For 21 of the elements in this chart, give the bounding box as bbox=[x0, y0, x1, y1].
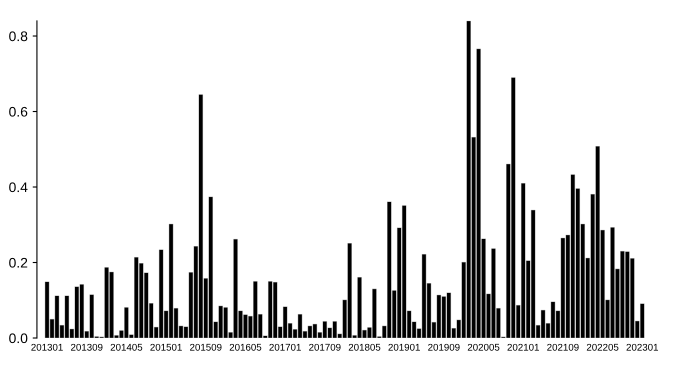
x-tick-label: 201405 bbox=[110, 344, 142, 351]
x-tick-label: 201301 bbox=[31, 344, 63, 351]
x-tick-label: 201901 bbox=[388, 344, 420, 351]
x-tick-label: 201701 bbox=[269, 344, 301, 351]
x-tick-label: 202005 bbox=[468, 344, 500, 351]
x-tick-label: 202109 bbox=[547, 344, 579, 351]
x-tick-label: 202101 bbox=[507, 344, 539, 351]
x-tick-label: 201909 bbox=[428, 344, 460, 351]
y-tick-label: 0.4 bbox=[9, 182, 28, 192]
x-tick-label: 201805 bbox=[348, 344, 380, 351]
y-tick-label: 0.2 bbox=[9, 258, 28, 268]
y-tick-label: 0.8 bbox=[9, 31, 28, 42]
y-tick-label: 0.6 bbox=[9, 106, 28, 117]
x-tick-label: 202301 bbox=[626, 344, 658, 351]
x-tick-label: 201605 bbox=[230, 344, 262, 351]
y-tick-label: 0.0 bbox=[9, 333, 28, 344]
x-tick-label: 201709 bbox=[309, 344, 341, 351]
x-tick-label: 202205 bbox=[586, 344, 618, 351]
x-tick-label: 201509 bbox=[190, 344, 222, 351]
x-tick-label: 201501 bbox=[150, 344, 182, 351]
x-tick-label: 201309 bbox=[71, 344, 102, 351]
